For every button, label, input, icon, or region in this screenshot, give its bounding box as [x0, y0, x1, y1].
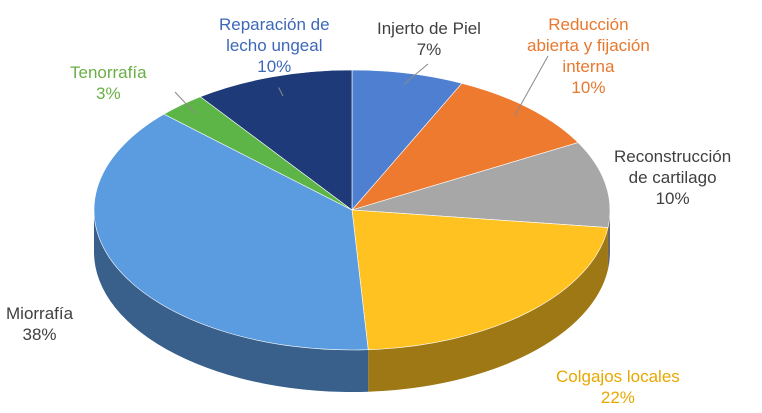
slice-label-tenorrafia: Tenorrafía 3%	[70, 62, 147, 104]
leader-line-injerto-de-piel	[403, 63, 429, 85]
slice-label-name: Reparación de	[219, 15, 330, 34]
slice-label-name: Reducción	[548, 15, 629, 34]
slice-label-reduccion-abierta: Reducción abierta y fijación interna 10%	[527, 14, 650, 98]
slice-injerto-de-piel	[351, 69, 463, 211]
slice-label-name: Tenorrafía	[70, 63, 147, 82]
leader-line-tenorrafia	[174, 91, 196, 114]
pie-top-layer	[93, 69, 611, 351]
slice-label-percent: 10%	[571, 78, 606, 97]
slice-miorrafia	[93, 113, 369, 351]
slice-label-name: de cartilago	[628, 168, 717, 187]
slice-label-percent: 38%	[22, 325, 57, 344]
slice-label-colgajos-locales: Colgajos locales 22%	[556, 366, 680, 408]
slice-label-injerto-de-piel: Injerto de Piel 7%	[377, 18, 481, 60]
slice-label-name: Injerto de Piel	[377, 19, 481, 38]
slice-label-reconstruccion-de-cartilago: Reconstrucción de cartilago 10%	[614, 146, 731, 209]
leader-line-reduccion	[514, 55, 549, 117]
slice-label-percent: 3%	[95, 84, 121, 103]
slice-label-percent: 10%	[257, 57, 292, 76]
slice-label-name: Colgajos locales	[556, 367, 680, 386]
slice-label-name: abierta y fijación	[527, 36, 650, 55]
leader-lines	[174, 55, 549, 117]
slice-side-miorrafia	[94, 210, 369, 392]
slice-colgajos-locales	[351, 209, 609, 351]
slice-label-reparacion-de-lecho-ungeal: Reparación de lecho ungeal 10%	[219, 14, 330, 77]
slice-label-name: lecho ungeal	[226, 36, 323, 55]
slice-side-colgajos-locales	[368, 227, 608, 392]
slice-label-miorrafia: Miorrafía 38%	[6, 303, 73, 345]
slice-label-name: interna	[562, 57, 615, 76]
slice-label-percent: 7%	[416, 40, 442, 59]
slice-reduccion	[351, 82, 579, 211]
slice-label-name: Reconstrucción	[614, 147, 732, 166]
slice-reconstruccion	[351, 142, 611, 228]
slice-side-reconstruccion	[607, 210, 610, 270]
leader-line-reparacion-de	[278, 87, 284, 97]
slice-label-percent: 22%	[600, 388, 635, 407]
slice-label-percent: 10%	[655, 189, 690, 208]
pie-depth-layer	[94, 210, 610, 392]
slice-reparacion-de	[199, 69, 353, 211]
slice-label-name: Miorrafía	[6, 304, 74, 323]
